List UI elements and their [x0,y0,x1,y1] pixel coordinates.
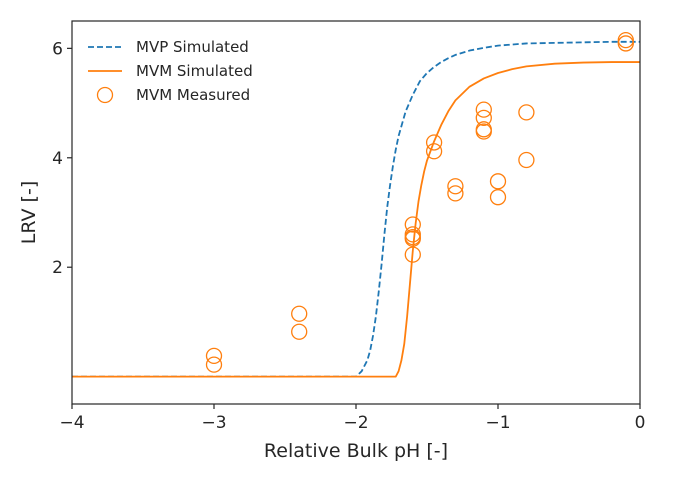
axis-layer: −4 −3 −2 −1 0 2 4 6 Relative Bulk pH [-] LRV [-] [18,39,645,462]
x-tick-label: −1 [485,413,510,433]
mvm-measured-point [518,104,535,121]
x-tick-label: −4 [59,413,84,433]
mvm-measured-point [475,109,492,126]
mvm-measured-point [205,347,223,365]
legend: MVP Simulated MVM Simulated MVM Measured [88,38,253,104]
series-layer [72,32,640,378]
x-tick-label: −2 [343,413,368,433]
mvm-measured-point [489,173,507,190]
mvm-measured-point [447,178,464,195]
x-tick-label: 0 [635,413,646,433]
mvm-measured-point [617,32,634,49]
mvp-simulated-line [72,40,640,378]
mvm-measured-point [404,230,421,247]
mvm-measured-point [518,151,535,169]
legend-item-mvm-measured: MVM Measured [96,86,250,104]
mvm-measured-point [291,305,308,322]
y-tick-label: 4 [52,149,63,169]
legend-item-mvm-simulated: MVM Simulated [88,62,253,80]
legend-label: MVM Simulated [136,62,253,80]
y-axis-label: LRV [-] [18,181,40,244]
y-tick-label: 2 [52,258,63,278]
mvm-measured-points [205,32,634,373]
mvm-measured-point [475,101,492,118]
mvm-measured-point [447,185,464,202]
mvm-measured-point [404,246,421,263]
mvm-measured-point [425,134,443,151]
mvm-measured-point [291,323,308,340]
x-tick-label: −3 [201,413,226,433]
mvm-simulated-line [72,61,640,378]
mvm-measured-point [617,35,634,52]
y-tick-label: 6 [52,39,63,59]
legend-label: MVM Measured [136,86,250,104]
mvm-measured-point [404,216,421,233]
legend-marker [96,86,114,104]
mvm-measured-point [205,356,223,373]
legend-label: MVP Simulated [136,38,249,56]
mvm-measured-point [489,189,507,206]
x-axis-label: Relative Bulk pH [-] [264,440,448,462]
mvm-measured-point [425,143,443,160]
legend-item-mvp-simulated: MVP Simulated [88,38,249,56]
mvm-measured-point [475,123,492,140]
